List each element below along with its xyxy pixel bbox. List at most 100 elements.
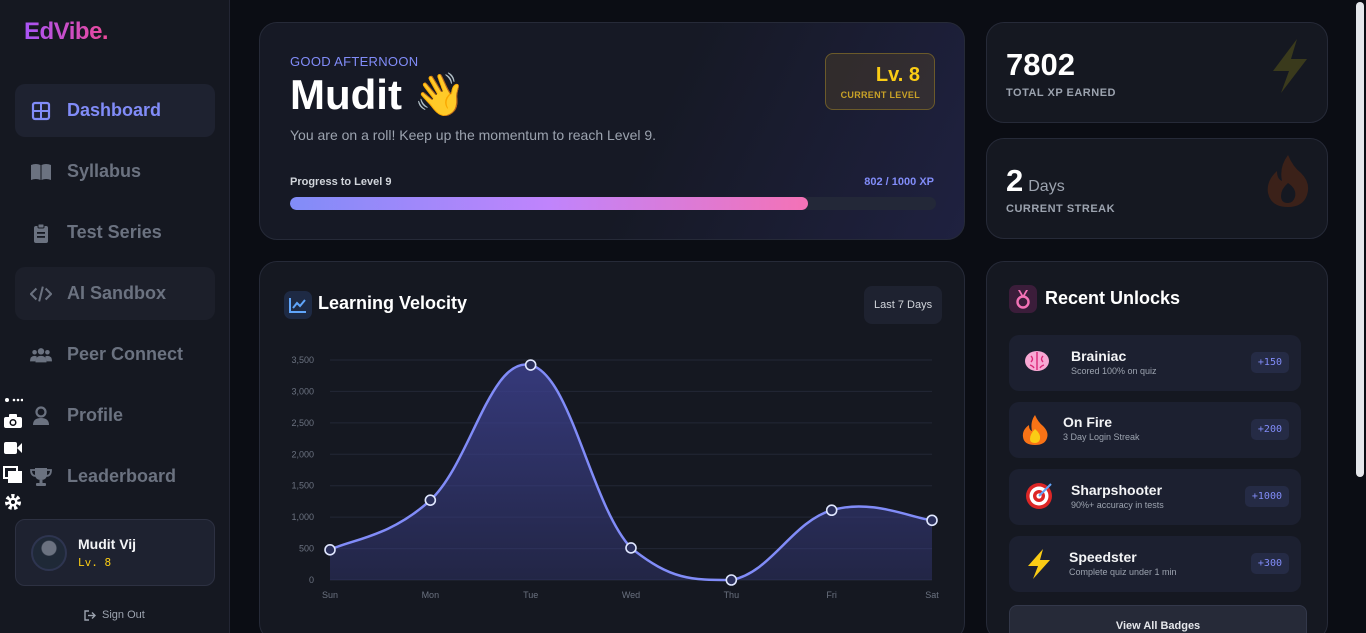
unlocks-title: Recent Unlocks [1045,288,1181,308]
data-point-sat [926,514,938,527]
badge-item[interactable]: Sharpshooter 90%+ accuracy in tests +100… [1009,469,1301,525]
total-xp-card: 7802 TOTAL XP EARNED [986,22,1328,123]
progress-label: Progress to Level 9 [290,176,392,188]
x-tick-label: Sun [322,590,338,600]
badge-xp: +200 [1250,419,1289,440]
current-streak-card: 2 Days CURRENT STREAK [986,138,1328,239]
series-area [330,364,932,580]
y-tick-label: 1,000 [291,512,314,522]
level-caption: CURRENT LEVEL [840,90,920,100]
user-name: Mudit Vij [78,536,137,552]
flame-icon [1263,153,1313,214]
video-icon[interactable] [2,434,24,461]
trophy-icon [30,466,52,488]
page-scrollbar[interactable] [1354,0,1366,633]
streak-label: CURRENT STREAK [1006,203,1116,215]
badge-description: 90%+ accuracy in tests [1071,500,1164,510]
badge-description: Scored 100% on quiz [1071,366,1157,376]
badge-name: Sharpshooter [1071,482,1163,498]
learning-velocity-card: Learning Velocity Last 7 Days 0 500 1,000 1… [259,261,965,633]
view-all-badges-button[interactable]: View All Badges [1009,605,1307,633]
streak-value: 2 Days [1006,163,1065,199]
brain-icon [1023,347,1051,375]
sidebar-item-label: Syllabus [67,161,142,181]
avatar [31,534,67,571]
level-progress-fill [290,197,809,210]
x-tick-label: Fri [826,590,837,600]
medal-icon [1009,285,1037,313]
clipboard-icon [30,222,52,244]
x-tick-label: Wed [622,590,640,600]
x-tick-label: Sat [925,590,939,600]
target-icon [1023,481,1055,513]
badge-description: Complete quiz under 1 min [1069,567,1177,577]
progress-xp: 802 / 1000 XP [864,176,934,188]
greeting-label: GOOD AFTERNOON [290,54,419,69]
greeting-name: Mudit 👋 [290,71,466,118]
total-xp-value: 7802 [1006,47,1075,82]
series-line [329,363,933,582]
user-level: Lv. 8 [78,556,112,569]
sidebar-item-label: AI Sandbox [67,283,167,303]
more-icon[interactable] [2,393,24,407]
scrollbar-thumb[interactable] [1356,2,1364,477]
time-range-value: Last 7 Days [874,299,933,311]
floating-toolbar [2,393,24,515]
user-card[interactable]: Mudit Vij Lv. 8 [15,519,215,586]
sidebar-item-label: Leaderboard [67,466,177,486]
data-point-wed [625,542,637,554]
badge-xp: +300 [1250,553,1289,574]
lightning-icon [1267,37,1313,100]
y-tick-label: 2,500 [291,418,314,428]
sidebar-item-test-series[interactable]: Test Series [15,206,215,259]
badge-item[interactable]: Speedster Complete quiz under 1 min +300 [1009,536,1301,592]
sidebar-item-profile[interactable]: Profile [15,389,215,442]
time-range-select[interactable]: Last 7 Days [864,286,942,324]
x-tick-label: Tue [523,590,538,600]
badge-name: Brainiac [1071,348,1127,364]
window-icon[interactable] [2,461,24,488]
sidebar-item-peer-connect[interactable]: Peer Connect [15,328,215,381]
chart-title: Learning Velocity [318,293,468,313]
sign-out-label: Sign Out [102,609,145,621]
x-tick-label: Thu [724,590,740,600]
users-icon [30,344,52,366]
settings-icon[interactable] [2,488,24,515]
level-value: Lv. 8 [875,64,920,86]
book-icon [30,161,52,183]
badge-description: 3 Day Login Streak [1063,432,1140,442]
sidebar-item-label: Dashboard [67,100,162,120]
camera-icon[interactable] [2,407,24,434]
greeting-subtitle: You are on a roll! Keep up the momentum … [290,127,657,143]
y-tick-label: 2,000 [291,449,314,459]
sidebar: EdVibe. Dashboard Syllabus Test Series A… [0,0,230,633]
data-point-thu [725,574,738,586]
y-tick-label: 3,500 [291,355,314,365]
data-point-tue [524,359,537,371]
greeting-card: GOOD AFTERNOON Mudit 👋 You are on a roll… [259,22,965,240]
sign-out-button[interactable]: Sign Out [84,609,145,621]
y-tick-label: 0 [309,575,314,585]
y-tick-label: 3,000 [291,386,314,396]
data-point-fri [825,504,838,517]
badge-item[interactable]: On Fire 3 Day Login Streak +200 [1009,402,1301,458]
level-progress-bar [290,197,936,210]
badge-item[interactable]: Brainiac Scored 100% on quiz +150 [1009,335,1301,391]
y-tick-label: 1,500 [291,481,314,491]
badge-name: Speedster [1069,549,1137,565]
sidebar-item-ai-sandbox[interactable]: AI Sandbox [15,267,215,320]
sidebar-item-leaderboard[interactable]: Leaderboard [15,450,215,503]
code-icon [30,283,52,305]
grid-icon [30,100,52,122]
sidebar-item-syllabus[interactable]: Syllabus [15,145,215,198]
current-level-badge: Lv. 8 CURRENT LEVEL [825,53,935,110]
app-logo[interactable]: EdVibe. [24,18,109,45]
sidebar-item-label: Profile [67,405,124,425]
sidebar-item-dashboard[interactable]: Dashboard [15,84,215,137]
velocity-chart: 0 500 1,000 1,500 2,000 2,500 3,000 3,500 Sun Mon… [291,355,939,600]
recent-unlocks-card: Recent Unlocks Brainiac Scored 100% on q… [986,261,1328,633]
y-tick-label: 500 [299,544,314,554]
sidebar-item-label: Peer Connect [67,344,184,364]
chart-line-icon [284,291,312,319]
badge-xp: +1000 [1244,486,1289,507]
